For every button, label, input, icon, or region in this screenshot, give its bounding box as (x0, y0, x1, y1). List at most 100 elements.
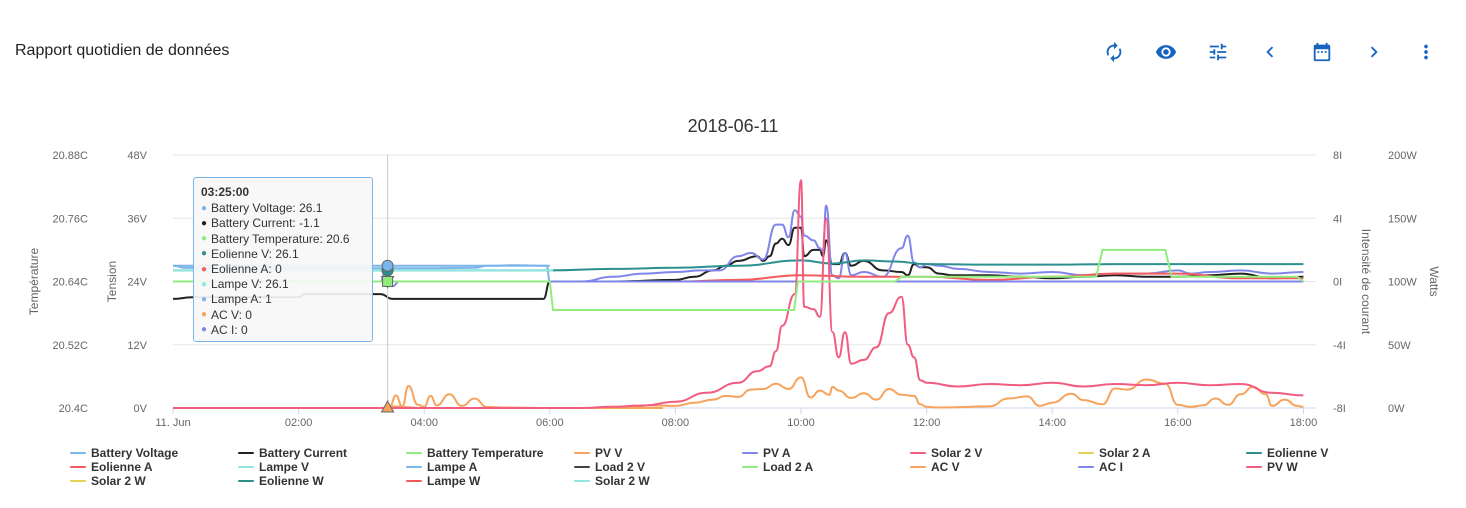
legend-swatch-icon (1246, 466, 1262, 468)
page-title: Rapport quotidien de données (15, 42, 230, 59)
series-line (173, 259, 1304, 272)
legend-item[interactable]: Solar 2 A (1078, 446, 1151, 460)
legend-swatch-icon (574, 452, 590, 454)
tooltip-row: ● Eolienne V: 26.1 (201, 247, 365, 262)
chevron-left-icon (1266, 46, 1274, 58)
next-day-button[interactable] (1360, 38, 1388, 66)
legend-item[interactable]: Battery Voltage (70, 446, 178, 460)
tooltip-dot-icon: ● (201, 294, 208, 306)
legend-item[interactable]: Lampe V (238, 460, 309, 474)
y-tick-label-temp: 20.88C (53, 150, 89, 162)
refresh-icon (1106, 41, 1122, 63)
legend-label: Eolienne W (259, 474, 324, 488)
tune-icon (1209, 43, 1227, 61)
y-axis-title-amp: Intensité de courant (1359, 229, 1373, 335)
legend-item[interactable]: Load 2 V (574, 460, 645, 474)
x-tick-label: 11. Jun (155, 417, 190, 429)
x-tick-label: 18:00 (1290, 417, 1318, 429)
series-line (173, 376, 1304, 410)
x-tick-label: 08:00 (662, 417, 690, 429)
tooltip-row: ● Battery Current: -1.1 (201, 216, 365, 231)
x-tick-label: 04:00 (410, 417, 438, 429)
y-tick-label-watt: 100W (1388, 277, 1417, 289)
legend-label: Solar 2 A (1099, 446, 1151, 460)
y-tick-label-watt: 50W (1388, 340, 1411, 352)
legend-label: Load 2 A (763, 460, 814, 474)
more-vert-icon (1424, 44, 1428, 60)
tooltip-row-text: AC I: 0 (211, 322, 248, 337)
chart-title: 2018-06-11 (688, 116, 779, 136)
legend-swatch-icon (574, 466, 590, 468)
legend-label: Lampe A (427, 460, 478, 474)
legend-swatch-icon (406, 452, 422, 454)
legend-item[interactable]: PV V (574, 446, 622, 460)
date-picker-button[interactable] (1308, 38, 1336, 66)
legend-item[interactable]: Solar 2 V (910, 446, 982, 460)
y-axis-title-temp: Température (27, 247, 41, 315)
legend-swatch-icon (1078, 452, 1094, 454)
legend-swatch-icon (238, 466, 254, 468)
y-tick-label-amp: -8I (1333, 403, 1346, 415)
more-options-button[interactable] (1412, 38, 1440, 66)
y-tick-label-volt: 36V (127, 213, 147, 225)
settings-button[interactable] (1204, 38, 1232, 66)
legend-item[interactable]: Lampe W (406, 474, 480, 488)
tooltip-row: ● Battery Voltage: 26.1 (201, 201, 365, 216)
y-tick-label-amp: 4I (1333, 213, 1342, 225)
legend-item[interactable]: Solar 2 W (574, 474, 650, 488)
series-line-load2a (173, 248, 1305, 311)
legend-swatch-icon (406, 480, 422, 482)
y-tick-label-temp: 20.52C (53, 340, 89, 352)
tooltip-row-text: Eolienne V: 26.1 (211, 246, 299, 261)
y-axis-title-watt: Watts (1427, 266, 1441, 296)
legend-label: Battery Voltage (91, 446, 179, 460)
legend-label: Battery Temperature (427, 446, 544, 460)
legend-item[interactable]: AC I (1078, 460, 1123, 474)
x-tick-label: 10:00 (787, 417, 815, 429)
y-tick-label-temp: 20.76C (53, 213, 89, 225)
hover-marker (380, 399, 395, 413)
legend-item[interactable]: PV W (1246, 460, 1298, 474)
x-tick-label: 14:00 (1038, 417, 1066, 429)
legend-item[interactable]: Solar 2 W (70, 474, 146, 488)
legend-label: PV W (1267, 460, 1298, 474)
y-tick-label-watt: 150W (1388, 213, 1417, 225)
hover-marker (381, 259, 394, 272)
tooltip-row-text: Lampe V: 26.1 (211, 277, 289, 292)
legend-item[interactable]: Eolienne A (70, 460, 153, 474)
legend-item[interactable]: Battery Temperature (406, 446, 543, 460)
legend-item[interactable]: Load 2 A (742, 460, 813, 474)
hover-marker (382, 276, 394, 287)
refresh-button[interactable] (1100, 38, 1128, 66)
tooltip-dot-icon: ● (201, 324, 208, 336)
legend-label: Load 2 V (595, 460, 646, 474)
visibility-button[interactable] (1152, 38, 1180, 66)
x-tick-label: 06:00 (536, 417, 564, 429)
legend-swatch-icon (574, 480, 590, 482)
chart-tooltip: 03:25:00 ● Battery Voltage: 26.1 ● Battery … (193, 177, 373, 342)
legend-label: PV A (763, 446, 791, 460)
x-tick-label: 12:00 (913, 417, 941, 429)
tooltip-dot-icon: ● (201, 263, 208, 275)
previous-day-button[interactable] (1256, 38, 1284, 66)
legend-label: Solar 2 V (931, 446, 983, 460)
legend-item[interactable]: Battery Current (238, 446, 347, 460)
legend-swatch-icon (910, 466, 926, 468)
legend-item[interactable]: AC V (910, 460, 960, 474)
tooltip-row: ● Eolienne A: 0 (201, 262, 365, 277)
series-line (173, 179, 1304, 410)
legend-item[interactable]: Eolienne W (238, 474, 324, 488)
legend-label: AC I (1099, 460, 1123, 474)
y-tick-label-volt: 24V (127, 277, 147, 289)
eye-icon (1155, 45, 1177, 59)
tooltip-row: ● Lampe A: 1 (201, 292, 365, 307)
legend-item[interactable]: Lampe A (406, 460, 477, 474)
legend-item[interactable]: Eolienne V (1246, 446, 1328, 460)
legend-label: Lampe W (427, 474, 481, 488)
legend-swatch-icon (742, 452, 758, 454)
legend-item[interactable]: PV A (742, 446, 791, 460)
y-axis-title-volt: Tension (105, 261, 119, 302)
y-tick-label-volt: 0V (134, 403, 148, 415)
tooltip-row: ● AC I: 0 (201, 323, 365, 338)
y-tick-label-amp: -4I (1333, 340, 1346, 352)
